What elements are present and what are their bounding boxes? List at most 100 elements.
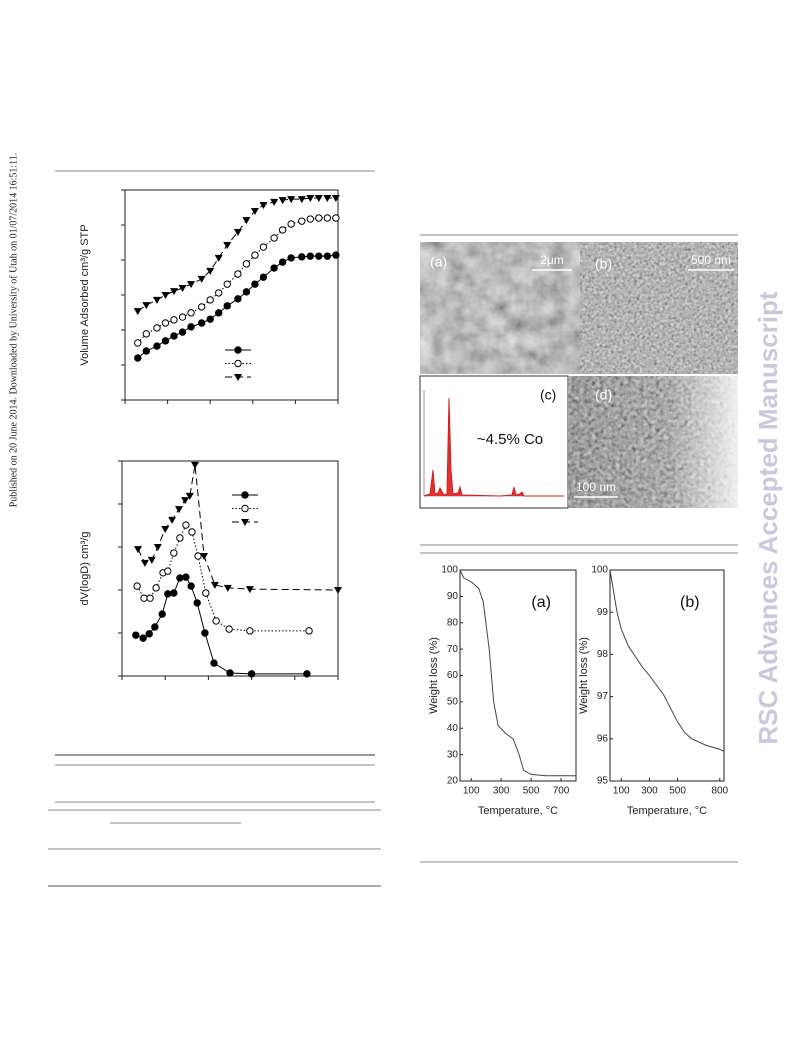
marker: [315, 214, 323, 222]
marker: [178, 328, 187, 336]
x-axis-label: Temperature, °C: [627, 805, 707, 817]
marker: [140, 559, 149, 567]
marker: [223, 302, 231, 310]
series-line: [459, 569, 576, 777]
chart: dV(logD) cm³/g: [79, 460, 342, 680]
marker: [225, 625, 233, 633]
marker: [298, 217, 306, 225]
x-tick-label: 300: [493, 786, 510, 797]
marker: [202, 589, 210, 597]
marker: [161, 337, 170, 345]
y-tick-label: 100: [591, 565, 608, 576]
series-line: [136, 524, 310, 632]
marker: [212, 617, 220, 625]
marker: [214, 254, 223, 262]
y-tick-label: 40: [447, 723, 459, 734]
marker: [164, 567, 172, 575]
marker: [134, 339, 142, 347]
marker: [234, 295, 242, 303]
marker: [185, 492, 194, 500]
x-axis-label: Temperature, °C: [478, 805, 558, 817]
marker: [132, 631, 140, 639]
marker: [140, 594, 148, 602]
y-axis-label: Volume Adsorbed cm³/g STP: [79, 224, 91, 365]
scale-label: 500 nm: [691, 253, 731, 267]
y-tick-label: 60: [447, 670, 459, 681]
marker: [223, 584, 232, 592]
marker: [187, 582, 195, 590]
marker: [134, 354, 142, 362]
marker: [215, 309, 223, 317]
panel-label: (a): [531, 594, 551, 611]
marker: [182, 573, 190, 581]
marker: [175, 506, 184, 514]
series-line: [135, 576, 307, 675]
marker: [146, 594, 154, 602]
marker: [187, 281, 196, 289]
marker: [298, 253, 306, 261]
marker: [315, 252, 323, 260]
panel-label: (b): [595, 256, 612, 272]
rules: [48, 170, 738, 887]
marker: [197, 275, 206, 283]
eds-spectrum: [419, 375, 569, 509]
legend-marker: [234, 359, 242, 368]
y-tick-label: 80: [447, 617, 459, 628]
marker: [169, 288, 178, 296]
marker: [226, 669, 234, 677]
legend-marker: [234, 374, 242, 381]
chart: 20 30 40 50 60 70 80 90 100 100 300 500 700 Weight lo…: [428, 565, 577, 817]
y-axis-label: Weight loss (%): [578, 637, 590, 714]
marker: [215, 289, 223, 297]
marker: [139, 634, 147, 642]
marker: [323, 195, 332, 203]
marker: [242, 260, 251, 268]
sem-image: [580, 242, 738, 374]
plot-frame: [459, 569, 577, 782]
marker: [153, 324, 161, 332]
y-tick-label: 98: [597, 649, 609, 660]
marker: [158, 610, 166, 618]
marker: [287, 196, 296, 204]
panel-label: (a): [430, 254, 447, 270]
marker: [147, 556, 156, 564]
sem-image: [420, 242, 580, 374]
x-tick-label: 500: [523, 786, 540, 797]
y-axis-label: dV(logD) cm³/g: [79, 532, 91, 606]
marker: [193, 599, 201, 607]
x-tick-label: 800: [711, 786, 728, 797]
marker: [233, 229, 242, 236]
marker: [170, 589, 178, 597]
marker: [178, 285, 187, 292]
side-note: Published on 20 June 2014. Downloaded by…: [8, 153, 19, 508]
tem-fade: [568, 376, 738, 508]
panel-label: (b): [680, 594, 700, 611]
marker: [197, 303, 206, 311]
marker: [152, 584, 160, 592]
marker: [314, 195, 323, 203]
marker: [278, 226, 287, 234]
marker: [161, 319, 170, 327]
watermark: RSC Advances Accepted Manuscript: [753, 291, 783, 745]
marker: [142, 330, 151, 338]
marker: [270, 264, 278, 272]
marker: [278, 197, 287, 205]
marker: [223, 241, 232, 249]
chart: Volume Adsorbed cm³/g STP: [79, 189, 340, 404]
marker: [176, 534, 184, 542]
marker: [164, 590, 172, 598]
y-tick-label: 96: [597, 733, 609, 744]
marker: [247, 670, 256, 678]
y-tick-label: 97: [597, 691, 609, 702]
scale-label: 2μm: [540, 253, 564, 267]
marker: [151, 623, 159, 631]
marker: [182, 521, 190, 529]
marker: [270, 234, 278, 242]
marker: [234, 270, 242, 278]
marker: [187, 309, 195, 317]
panel-label: (d): [595, 387, 612, 403]
marker: [145, 630, 153, 638]
marker: [191, 461, 200, 469]
marker: [161, 292, 170, 299]
marker: [161, 525, 170, 533]
